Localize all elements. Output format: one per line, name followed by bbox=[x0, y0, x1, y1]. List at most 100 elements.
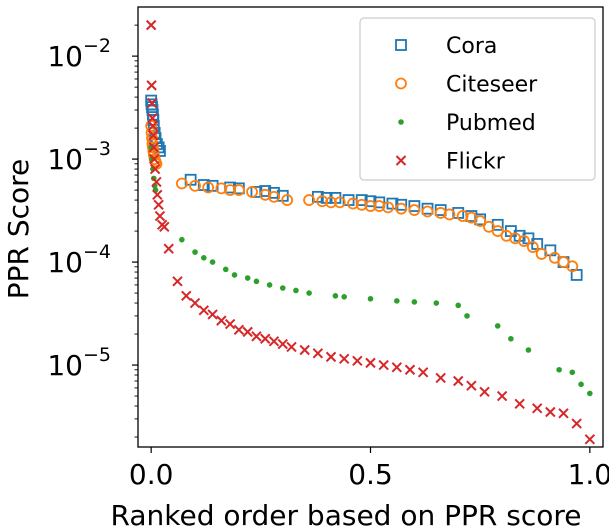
data-point-flickr bbox=[571, 418, 582, 429]
data-point-flickr bbox=[159, 221, 170, 233]
data-point-citeseer bbox=[246, 186, 258, 198]
data-point-flickr bbox=[435, 372, 446, 384]
data-point-citeseer bbox=[303, 194, 315, 206]
data-point-pubmed bbox=[578, 381, 584, 388]
data-point-flickr bbox=[145, 19, 157, 31]
data-point-citeseer bbox=[434, 207, 447, 219]
data-point-cora bbox=[259, 185, 272, 197]
data-point-cora bbox=[154, 145, 166, 157]
data-point-citeseer bbox=[347, 197, 359, 210]
data-point-pubmed bbox=[433, 300, 440, 306]
data-point-citeseer bbox=[421, 205, 434, 218]
data-point-pubmed bbox=[341, 294, 347, 300]
data-point-flickr bbox=[365, 357, 376, 369]
data-point-flickr bbox=[148, 142, 159, 153]
data-point-pubmed bbox=[569, 369, 576, 376]
data-point-pubmed bbox=[266, 282, 273, 288]
data-point-pubmed bbox=[394, 298, 400, 304]
data-point-pubmed bbox=[367, 295, 374, 302]
data-point-pubmed bbox=[244, 275, 251, 281]
y-tick-label: 10 bbox=[47, 143, 83, 176]
data-point-flickr bbox=[147, 120, 159, 132]
data-point-flickr bbox=[312, 348, 324, 359]
data-point-flickr bbox=[260, 333, 271, 344]
data-point-pubmed bbox=[455, 302, 462, 309]
y-tick-exponent: −5 bbox=[83, 344, 111, 366]
data-point-flickr bbox=[584, 434, 596, 445]
data-point-pubmed bbox=[587, 390, 593, 397]
data-point-citeseer bbox=[145, 120, 158, 132]
data-point-pubmed bbox=[279, 285, 286, 291]
data-point-citeseer bbox=[202, 181, 215, 194]
data-point-flickr bbox=[181, 290, 192, 302]
plot-marks bbox=[145, 19, 596, 445]
data-point-flickr bbox=[277, 338, 288, 350]
data-point-citeseer bbox=[382, 201, 394, 214]
data-point-flickr bbox=[558, 408, 569, 419]
data-point-citeseer bbox=[395, 202, 408, 215]
data-point-flickr bbox=[338, 353, 350, 365]
data-point-pubmed bbox=[556, 366, 562, 373]
data-point-flickr bbox=[172, 276, 183, 287]
data-point-citeseer bbox=[456, 210, 469, 222]
data-point-cora bbox=[408, 200, 421, 212]
data-point-citeseer bbox=[333, 196, 346, 209]
data-point-citeseer bbox=[535, 248, 548, 260]
y-tick-exponent: −4 bbox=[83, 241, 111, 263]
data-point-pubmed bbox=[201, 255, 207, 261]
series-flickr bbox=[145, 19, 596, 445]
data-point-flickr bbox=[466, 380, 477, 391]
data-point-flickr bbox=[154, 210, 166, 222]
data-point-flickr bbox=[251, 331, 262, 342]
x-tick-label: 0.5 bbox=[348, 458, 393, 491]
data-point-flickr bbox=[146, 97, 158, 109]
data-point-flickr bbox=[216, 315, 227, 326]
data-point-citeseer bbox=[268, 190, 280, 203]
data-point-citeseer bbox=[232, 184, 245, 197]
legend-marker-flickr bbox=[395, 155, 407, 166]
data-point-citeseer bbox=[526, 241, 539, 253]
data-point-flickr bbox=[378, 359, 389, 371]
data-point-citeseer bbox=[175, 177, 188, 190]
legend-label-cora: Cora bbox=[446, 34, 497, 59]
data-point-flickr bbox=[514, 398, 525, 410]
data-point-flickr bbox=[146, 80, 157, 91]
data-point-citeseer bbox=[443, 208, 456, 221]
data-point-pubmed bbox=[306, 290, 312, 296]
data-point-flickr bbox=[325, 351, 337, 363]
data-point-pubmed bbox=[192, 249, 198, 255]
y-tick-exponent: −2 bbox=[83, 35, 111, 57]
data-point-flickr bbox=[153, 199, 164, 210]
data-point-citeseer bbox=[566, 260, 579, 273]
y-tick-label: 10 bbox=[47, 246, 83, 279]
data-point-citeseer bbox=[364, 200, 377, 212]
data-point-flickr bbox=[152, 189, 163, 201]
data-point-pubmed bbox=[411, 299, 418, 305]
data-point-flickr bbox=[224, 318, 236, 330]
data-point-pubmed bbox=[179, 236, 185, 243]
data-point-flickr bbox=[207, 309, 218, 320]
legend-label-citeseer: Citeseer bbox=[446, 73, 538, 98]
data-point-citeseer bbox=[474, 215, 487, 227]
data-point-flickr bbox=[242, 326, 253, 338]
data-point-pubmed bbox=[231, 272, 238, 278]
data-point-flickr bbox=[496, 390, 508, 402]
data-point-flickr bbox=[545, 406, 556, 418]
data-point-citeseer bbox=[408, 204, 421, 216]
data-point-citeseer bbox=[325, 196, 337, 209]
y-tick-exponent: −3 bbox=[83, 138, 111, 160]
legend-marker-citeseer bbox=[395, 77, 407, 90]
data-point-flickr bbox=[198, 305, 210, 316]
data-point-cora bbox=[395, 198, 408, 211]
data-point-cora bbox=[268, 186, 280, 199]
data-point-pubmed bbox=[293, 287, 299, 294]
data-point-pubmed bbox=[209, 259, 216, 265]
legend-box bbox=[359, 17, 596, 181]
y-tick-label: 10 bbox=[47, 349, 83, 382]
data-point-citeseer bbox=[316, 195, 329, 208]
data-point-flickr bbox=[299, 344, 310, 356]
x-tick-label: 0.0 bbox=[129, 458, 174, 491]
data-point-citeseer bbox=[518, 235, 530, 247]
legend: Cora Citeseer Pubmed Flickr bbox=[359, 17, 596, 181]
